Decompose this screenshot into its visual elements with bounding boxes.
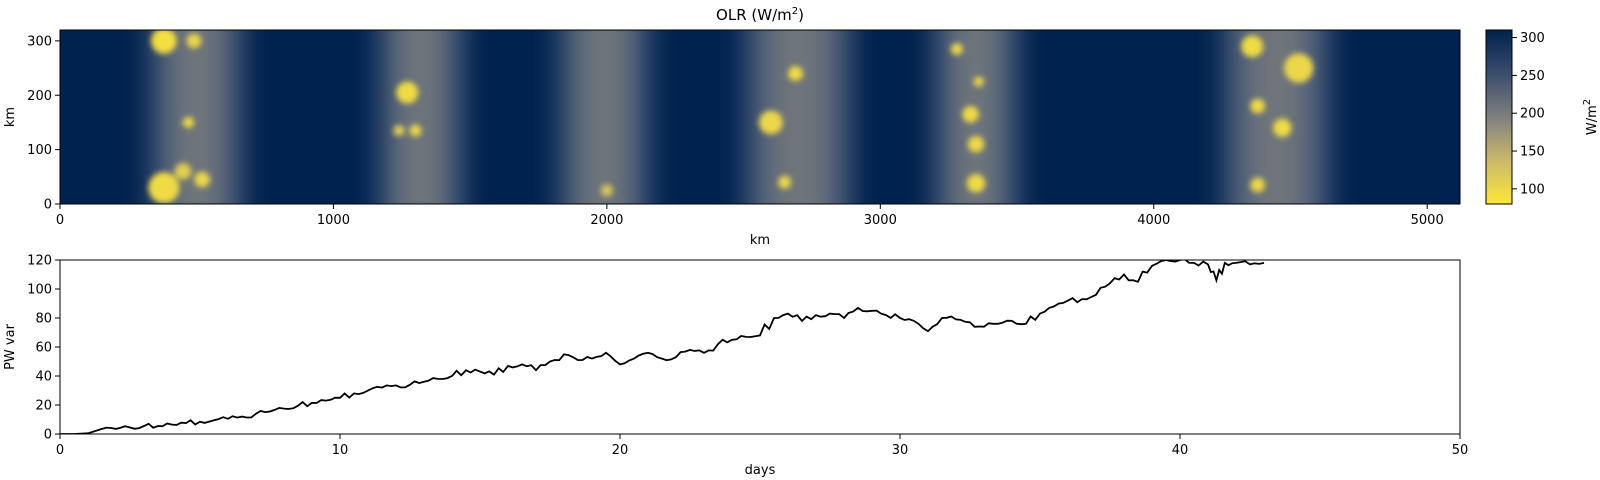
convective-bands	[151, 30, 1329, 204]
convective-band-core-2	[582, 30, 627, 204]
pw-x-axis-label: days	[745, 463, 776, 478]
cloud-cell-12	[778, 175, 792, 189]
olr-colorbar: 100 150 200 250 300 W/m2	[1485, 29, 1600, 205]
colorbar-gradient	[1485, 29, 1513, 205]
cloud-cell-15	[962, 105, 979, 123]
pw-y-axis-label: PW var	[3, 323, 18, 369]
colorbar-ticks: 100 150 200 250 300	[1512, 31, 1545, 197]
pw-y-tick-label: 0	[44, 428, 52, 443]
cloud-cell-8	[409, 124, 422, 137]
olr-plot-frame	[59, 29, 1461, 205]
pw-y-tick-label: 60	[35, 341, 52, 356]
pw-plot-frame	[59, 259, 1461, 435]
cloud-cell-10	[759, 110, 783, 135]
cloud-cell-21	[1273, 118, 1292, 138]
cloud-cell-22	[1250, 177, 1266, 193]
olr-x-tick-label: 1000	[317, 213, 350, 228]
cloud-cell-5	[194, 171, 211, 188]
olr-x-tick-label: 3000	[864, 213, 897, 228]
pw-variance-line	[60, 260, 1265, 434]
olr-x-tick-label: 2000	[590, 213, 623, 228]
colorbar-tick-label: 250	[1520, 69, 1545, 84]
olr-x-axis-label: km	[750, 233, 770, 248]
cloud-cell-17	[966, 174, 986, 193]
cloud-cell-11	[788, 66, 803, 81]
olr-y-axis-label: km	[3, 107, 18, 127]
cloud-cell-16	[967, 135, 985, 153]
pw-x-tick-label: 40	[1172, 443, 1189, 458]
pw-x-tick-label: 10	[332, 443, 349, 458]
cloud-cell-20	[1250, 98, 1266, 114]
cloud-cell-0	[151, 30, 177, 54]
colorbar-label: W/m2	[1582, 99, 1600, 135]
cloud-cell-3	[174, 163, 192, 180]
olr-y-tick-label: 0	[44, 198, 52, 213]
cloud-cell-18	[1241, 35, 1264, 58]
pw-y-tick-label: 120	[27, 254, 52, 269]
olr-heatmap-panel: OLR (W/m2) 0 1000 2000 3000 4000 5000 0 100 200…	[3, 6, 1600, 248]
olr-y-tick-label: 100	[27, 143, 52, 158]
olr-y-tick-label: 200	[27, 89, 52, 104]
cold-cloud-cells	[148, 30, 1314, 204]
cloud-cell-6	[396, 81, 419, 104]
olr-chart-title: OLR (W/m2)	[716, 6, 804, 24]
olr-y-axis: 0 100 200 300	[27, 34, 60, 213]
cloud-cell-9	[600, 184, 613, 197]
olr-x-axis: 0 1000 2000 3000 4000 5000	[56, 204, 1444, 228]
cloud-cell-19	[1284, 53, 1314, 83]
pw-x-axis: 0 10 20 30 40 50	[56, 434, 1468, 458]
colorbar-tick-label: 150	[1520, 145, 1545, 160]
pw-y-axis: 0 20 40 60 80 100 120	[27, 254, 60, 443]
pw-x-tick-label: 0	[56, 443, 64, 458]
cloud-cell-1	[186, 33, 202, 49]
colorbar-tick-label: 200	[1520, 107, 1545, 122]
olr-x-tick-label: 5000	[1411, 213, 1444, 228]
pw-variance-panel: 0 10 20 30 40 50 0 20 40 60 80 100 120 days PW var	[3, 254, 1468, 479]
pw-x-tick-label: 50	[1452, 443, 1469, 458]
cloud-cell-2	[182, 116, 195, 129]
cloud-cell-13	[950, 42, 963, 56]
pw-y-tick-label: 100	[27, 283, 52, 298]
cloud-cell-7	[393, 124, 405, 137]
cloud-cell-14	[973, 76, 984, 87]
pw-y-tick-label: 20	[35, 399, 52, 414]
olr-y-tick-label: 300	[27, 34, 52, 49]
pw-y-tick-label: 80	[35, 312, 52, 327]
cloud-cell-4	[148, 172, 180, 204]
colorbar-tick-label: 300	[1520, 31, 1545, 46]
olr-x-tick-label: 0	[56, 213, 64, 228]
pw-x-tick-label: 20	[612, 443, 629, 458]
olr-x-tick-label: 4000	[1137, 213, 1170, 228]
pw-x-tick-label: 30	[892, 443, 909, 458]
pw-y-tick-label: 40	[35, 370, 52, 385]
convective-band-core-1	[400, 30, 442, 204]
colorbar-tick-label: 100	[1520, 182, 1545, 197]
